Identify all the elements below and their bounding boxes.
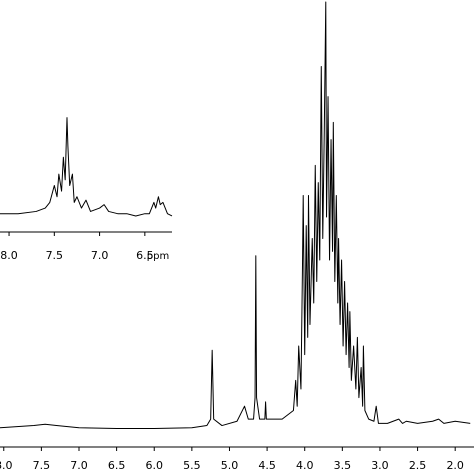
inset-x-tick-label: 6.5 (136, 249, 154, 262)
main-x-tick-label: 7.5 (33, 459, 51, 472)
inset-x-tick-label: 8.0 (0, 249, 18, 262)
inset-x-tick-label: 7.0 (91, 249, 109, 262)
main-x-tick-label: 6.0 (145, 459, 163, 472)
inset-x-tick-label: 7.5 (46, 249, 64, 262)
main-x-tick-label: 6.5 (108, 459, 126, 472)
main-x-tick-label: 8.0 (0, 459, 13, 472)
main-x-tick-label: 4.5 (258, 459, 276, 472)
main-x-tick-label: 7.0 (70, 459, 88, 472)
main-x-tick-label: 5.0 (221, 459, 239, 472)
inset-x-label: ppm (147, 251, 169, 262)
main-x-tick-label: 3.5 (334, 459, 352, 472)
main-x-tick-label: 3.0 (371, 459, 389, 472)
main-x-tick-label: 5.5 (183, 459, 201, 472)
main-spectrum-line (0, 1, 471, 430)
main-x-tick-label: 2.5 (409, 459, 427, 472)
inset-spectrum-line (0, 117, 173, 217)
main-x-tick-label: 2.0 (446, 459, 464, 472)
main-x-tick-label: 4.0 (296, 459, 314, 472)
